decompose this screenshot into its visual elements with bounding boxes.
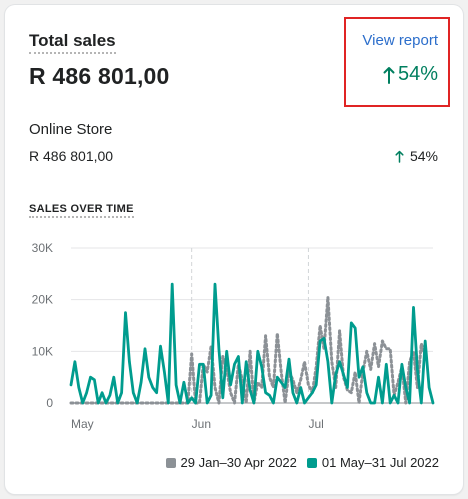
store-change-percent: 54% xyxy=(409,148,438,164)
legend-label-current: 01 May–31 Jul 2022 xyxy=(321,455,439,470)
y-tick-label: 0 xyxy=(46,396,53,410)
arrow-up-icon xyxy=(395,150,404,163)
y-tick-label: 30K xyxy=(32,241,53,255)
highlight-box xyxy=(344,17,450,107)
legend-swatch-previous xyxy=(165,457,176,468)
total-sales-value: R 486 801,00 xyxy=(29,63,170,89)
legend-swatch-current xyxy=(306,457,317,468)
total-sales-card: Total sales R 486 801,00 View report 54%… xyxy=(5,5,463,494)
sales-over-time-chart[interactable]: 0 10K 20K 30K May Jun Jul xyxy=(5,230,463,440)
legend-item-previous[interactable]: 29 Jan–30 Apr 2022 xyxy=(165,455,297,470)
x-tick-label: May xyxy=(71,417,94,431)
x-tick-label: Jun xyxy=(192,417,211,431)
legend-item-current[interactable]: 01 May–31 Jul 2022 xyxy=(306,455,439,470)
card-title[interactable]: Total sales xyxy=(29,31,116,54)
series-line-current[interactable] xyxy=(69,282,435,405)
store-name: Online Store xyxy=(29,121,113,138)
store-change-indicator: 54% xyxy=(395,148,438,164)
chart-legend: 29 Jan–30 Apr 2022 01 May–31 Jul 2022 xyxy=(165,455,439,470)
y-tick-label: 10K xyxy=(32,344,53,358)
x-tick-label: Jul xyxy=(308,417,323,431)
total-change-percent: 54% xyxy=(397,63,438,85)
legend-label-previous: 29 Jan–30 Apr 2022 xyxy=(180,455,297,470)
y-tick-label: 20K xyxy=(32,293,53,307)
store-sales-value: R 486 801,00 xyxy=(29,148,114,164)
sales-over-time-title[interactable]: SALES OVER TIME xyxy=(29,203,134,218)
total-change-indicator: 54% xyxy=(383,63,438,86)
view-report-link[interactable]: View report xyxy=(362,32,438,49)
arrow-up-icon xyxy=(383,66,395,84)
